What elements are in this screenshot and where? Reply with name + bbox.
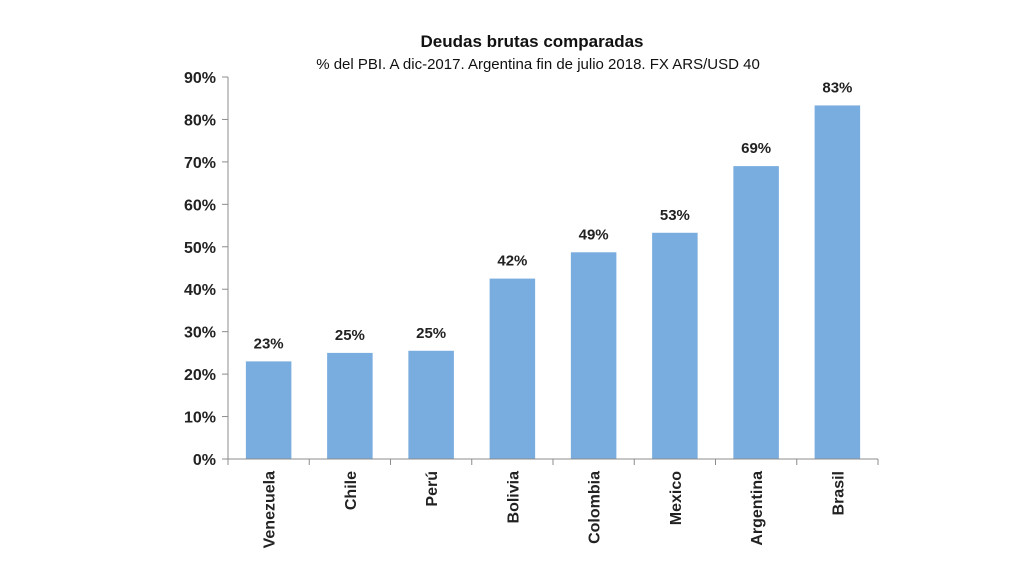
data-label: 53% [660, 207, 690, 224]
data-label: 25% [335, 327, 365, 344]
x-tick-label: Argentina [749, 471, 766, 546]
bar-0 [245, 361, 292, 459]
data-label: 23% [254, 335, 284, 352]
y-tick-label: 0% [193, 452, 216, 469]
y-tick-label: 60% [184, 197, 216, 214]
y-axis: 0% 10% 20% 30% 40% 50% 60% 70% 80% 90% [184, 70, 229, 469]
y-tick-label: 10% [184, 410, 216, 427]
chart-title: Deudas brutas comparadas [421, 32, 644, 51]
data-label: 25% [416, 325, 446, 342]
bar-4 [570, 252, 617, 459]
x-tick-label: Mexico [668, 471, 685, 525]
data-label: 83% [822, 79, 852, 96]
x-tick-label: Brasil [830, 471, 847, 515]
y-tick-label: 50% [184, 240, 216, 257]
data-label: 69% [741, 140, 771, 157]
data-label: 49% [579, 226, 609, 243]
bars [245, 105, 861, 459]
x-tick-label: Chile [343, 471, 360, 510]
chart-subtitle: % del PBI. A dic-2017. Argentina fin de … [316, 56, 760, 73]
bar-1 [327, 352, 373, 459]
y-tick-label: 40% [184, 282, 216, 299]
x-tick-label: Venezuela [262, 471, 279, 548]
bar-7 [814, 105, 861, 459]
x-axis: Venezuela Chile Perú Bolivia Colombia Mexico A… [227, 458, 879, 548]
bar-3 [489, 278, 536, 459]
x-tick-label: Colombia [587, 471, 604, 544]
bar-2 [408, 350, 454, 459]
y-tick-label: 30% [184, 325, 216, 342]
y-tick-label: 20% [184, 367, 216, 384]
data-labels: 23% 25% 25% 42% 49% 53% 69% 83% [254, 79, 853, 352]
y-tick-label: 70% [184, 155, 216, 172]
bar-6 [733, 166, 779, 459]
bar-5 [652, 232, 698, 459]
y-tick-label: 90% [184, 70, 216, 87]
x-tick-label: Perú [424, 471, 441, 507]
data-label: 42% [497, 253, 527, 270]
x-tick-label: Bolivia [505, 471, 522, 524]
y-tick-label: 80% [184, 112, 216, 129]
